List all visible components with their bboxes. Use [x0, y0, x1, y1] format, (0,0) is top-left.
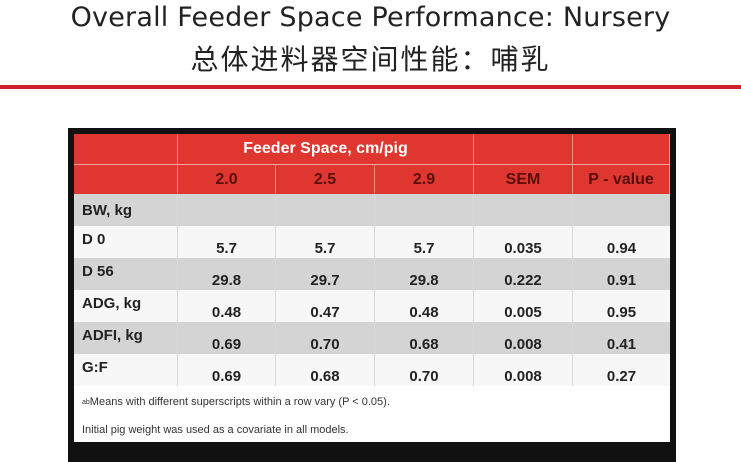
- table-cell: 0.41: [606, 335, 637, 353]
- table-cell: 0.222: [474, 258, 573, 290]
- table-row: D 56 29.8 29.7 29.8 0.222 0.91: [74, 258, 670, 290]
- feeder-space-group-header: Feeder Space, cm/pig: [178, 134, 474, 164]
- row-label: ADG, kg: [74, 290, 178, 322]
- table-cell: 0.91: [606, 271, 637, 289]
- row-label: BW, kg: [74, 194, 178, 226]
- table-cell: 0.47: [276, 290, 375, 322]
- results-table: Feeder Space, cm/pig 2.0 2.5 2.9 SEM P -…: [74, 134, 670, 442]
- table-cell: 29.8: [375, 258, 474, 290]
- footnote-text: Means with different superscripts within…: [89, 396, 390, 408]
- slide-title-chinese: 总体进料器空间性能：哺乳: [190, 43, 551, 76]
- table-cell: [375, 194, 474, 226]
- column-header: P - value: [573, 165, 670, 194]
- table-cell: 0.94: [606, 239, 637, 257]
- table-cell: [178, 194, 276, 226]
- table-cell: 0.69: [178, 354, 276, 386]
- slide-title-english: Overall Feeder Space Performance: Nurser…: [70, 2, 671, 33]
- table-cell: 5.7: [375, 226, 474, 258]
- table-cell: 0.008: [474, 322, 573, 354]
- column-header: SEM: [474, 165, 573, 194]
- table-cell: 0.68: [375, 322, 474, 354]
- table-group-header-row: Feeder Space, cm/pig: [74, 134, 670, 164]
- row-label: G:F: [74, 354, 178, 386]
- table-cell: 5.7: [178, 226, 276, 258]
- table-cell: [474, 194, 573, 226]
- title-divider: [0, 85, 741, 89]
- table-column-header-row: 2.0 2.5 2.9 SEM P - value: [74, 164, 670, 194]
- table-cell: 0.27: [606, 367, 637, 385]
- table-row: BW, kg: [74, 194, 670, 226]
- table-footnote-covariate: Initial pig weight was used as a covaria…: [74, 418, 670, 442]
- row-label: D 56: [74, 258, 178, 290]
- header-empty-cell: [474, 134, 573, 164]
- table-cell: 0.48: [375, 290, 474, 322]
- header-corner-cell: [74, 134, 178, 164]
- column-header: 2.5: [276, 165, 375, 194]
- results-table-frame: Feeder Space, cm/pig 2.0 2.5 2.9 SEM P -…: [68, 128, 676, 462]
- header-empty-cell: [573, 134, 670, 164]
- table-row: ADFI, kg 0.69 0.70 0.68 0.008 0.41: [74, 322, 670, 354]
- footnote-text: Initial pig weight was used as a covaria…: [82, 424, 349, 436]
- table-cell: 29.8: [178, 258, 276, 290]
- table-footnote-significance: ab Means with different superscripts with…: [74, 386, 670, 418]
- column-header: 2.0: [178, 165, 276, 194]
- table-cell: 0.69: [178, 322, 276, 354]
- table-row: ADG, kg 0.48 0.47 0.48 0.005 0.95: [74, 290, 670, 322]
- table-cell: 0.70: [375, 354, 474, 386]
- column-header: 2.9: [375, 165, 474, 194]
- table-cell: 0.70: [276, 322, 375, 354]
- row-label: ADFI, kg: [74, 322, 178, 354]
- table-cell: [573, 194, 670, 226]
- table-cell: 0.008: [474, 354, 573, 386]
- footnote-superscript: ab: [82, 398, 90, 406]
- table-row: G:F 0.69 0.68 0.70 0.008 0.27: [74, 354, 670, 386]
- header-corner-cell: [74, 165, 178, 194]
- table-cell: 5.7: [276, 226, 375, 258]
- table-cell: 29.7: [276, 258, 375, 290]
- table-cell: 0.035: [474, 226, 573, 258]
- row-label: D 0: [74, 226, 178, 258]
- table-cell: 0.68: [276, 354, 375, 386]
- table-cell: 0.005: [474, 290, 573, 322]
- table-cell: [276, 194, 375, 226]
- table-row: D 0 5.7 5.7 5.7 0.035 0.94: [74, 226, 670, 258]
- table-cell: 0.95: [606, 303, 637, 321]
- table-cell: 0.48: [178, 290, 276, 322]
